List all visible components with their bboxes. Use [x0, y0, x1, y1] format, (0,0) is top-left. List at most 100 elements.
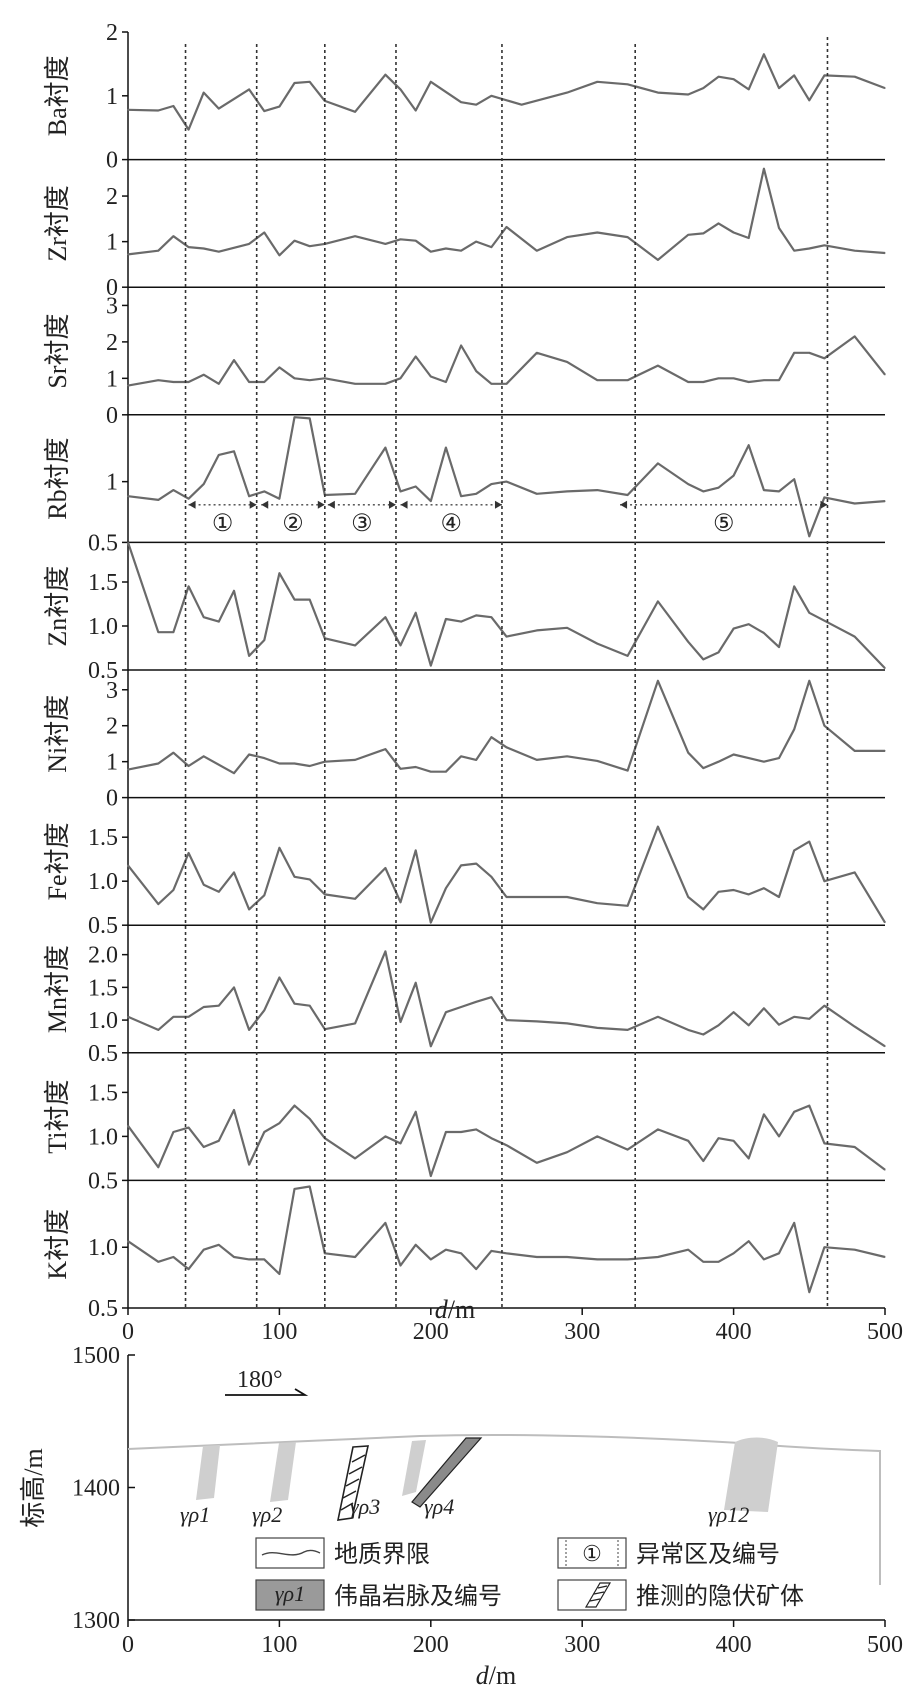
data-point [854, 1026, 856, 1028]
data-point [460, 755, 462, 757]
section-y-ticks: 1500 1400 1300 [72, 1343, 135, 1634]
data-point [733, 231, 735, 234]
data-point [793, 352, 795, 354]
anomaly-zones: ① ② ③ ④ ⑤ [188, 500, 828, 537]
data-point [157, 631, 159, 633]
data-point [702, 232, 704, 235]
data-point [627, 770, 629, 772]
series-points [127, 168, 886, 261]
data-point [808, 612, 810, 614]
data-point [384, 74, 386, 76]
data-point [248, 1163, 250, 1166]
data-point [203, 884, 205, 886]
data-point [823, 1246, 826, 1248]
legend-text-anomaly: 异常区及编号 [636, 1541, 780, 1568]
data-point [233, 772, 235, 774]
dike-label-yp4: γρ4 [424, 1494, 454, 1519]
data-point [566, 236, 568, 238]
data-point [793, 250, 795, 252]
data-point [536, 493, 538, 495]
data-point [475, 1268, 477, 1270]
data-point [293, 416, 296, 418]
data-point [536, 1020, 538, 1022]
dike-yp4-left [402, 1440, 426, 1496]
data-point [808, 535, 810, 537]
arrow-left [327, 500, 335, 509]
data-point [430, 771, 432, 773]
data-point [702, 767, 704, 769]
data-point [733, 1011, 735, 1013]
data-point [248, 908, 250, 910]
orebody-yp3 [336, 1445, 370, 1521]
data-point [596, 379, 598, 381]
anomaly-zone-1: ① [188, 500, 257, 537]
data-point [248, 243, 250, 245]
data-point [793, 585, 795, 588]
data-point [596, 1027, 598, 1029]
data-point [187, 1127, 190, 1129]
legend-text-boundary: 地质界限 [334, 1541, 430, 1568]
data-point [460, 1006, 462, 1008]
data-point [203, 616, 205, 618]
data-point [127, 1240, 129, 1242]
y-tick-label: 2 [106, 714, 118, 740]
series-points [127, 53, 886, 131]
data-point [566, 1151, 568, 1153]
data-point [203, 247, 205, 250]
data-point [233, 359, 235, 361]
data-point [354, 1022, 356, 1024]
data-point [505, 226, 508, 228]
y-tick-label: 1.5 [88, 825, 118, 851]
data-point [717, 222, 720, 224]
data-point [748, 1157, 750, 1159]
y-axis-label: Rb衬度 [43, 437, 72, 519]
data-point [293, 1188, 296, 1190]
data-point [854, 335, 856, 338]
data-point [748, 623, 750, 625]
data-point [763, 379, 765, 381]
data-point [505, 1252, 508, 1254]
y-tick-label: 2 [106, 330, 118, 356]
data-point [778, 1024, 780, 1026]
data-point [490, 736, 492, 738]
legend: 地质界限 ① 异常区及编号 γρ1 伟晶岩脉及编号 推测的隐伏矿体 [255, 1537, 804, 1611]
data-point [309, 81, 311, 83]
data-point [172, 381, 175, 383]
anomaly-zone-2: ② [261, 500, 325, 537]
dike-yp1 [196, 1445, 220, 1500]
y-tick-label: 0 [106, 275, 118, 301]
data-point [717, 1261, 720, 1263]
data-point [278, 366, 280, 369]
y-tick-label: 0.5 [88, 658, 118, 684]
data-point [203, 1146, 205, 1148]
data-point [687, 1249, 689, 1251]
x-axis-label-profile: d/m [435, 1295, 475, 1324]
data-point [763, 761, 765, 763]
y-axis-label: Ti衬度 [43, 1079, 72, 1153]
dike-label-yp2: γρ2 [252, 1502, 282, 1527]
data-point [884, 667, 886, 669]
data-point [854, 1249, 856, 1251]
y-tick-label: 0 [106, 148, 118, 174]
data-point [445, 771, 447, 773]
y-tick-label: 1.5 [88, 570, 118, 596]
data-point [793, 728, 795, 730]
y-tick-label: 1.0 [88, 614, 118, 640]
data-point [293, 876, 296, 878]
data-point [187, 852, 190, 854]
y-tick-label: 0.5 [88, 913, 118, 939]
x-tick-label: 500 [867, 1319, 903, 1345]
data-point [475, 104, 477, 106]
data-point [293, 762, 296, 765]
data-point [157, 379, 159, 381]
data-point [415, 849, 417, 852]
y-tick-label: 1 [106, 84, 118, 110]
data-point [354, 383, 356, 385]
data-point [278, 847, 280, 849]
data-point [233, 986, 235, 988]
arrow-right [249, 500, 257, 509]
series-line [127, 416, 886, 538]
data-point [884, 1045, 886, 1047]
y-tick-label: 1 [106, 470, 118, 496]
panel-6: 0.5 1.0 1.5 Fe衬度 [43, 797, 886, 939]
